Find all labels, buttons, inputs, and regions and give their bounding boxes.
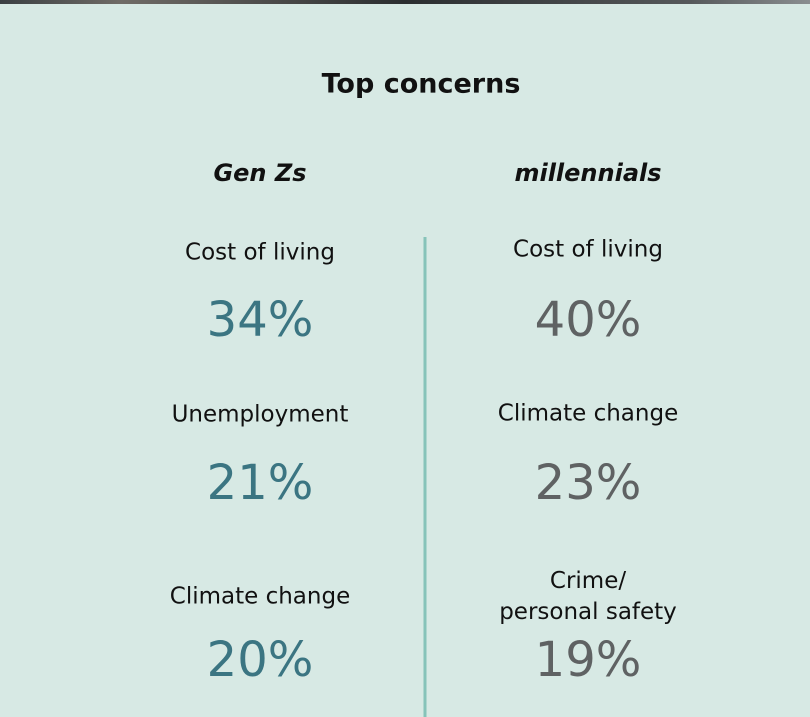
concern-value: 20% xyxy=(207,632,314,688)
concern-label: Climate change xyxy=(498,401,678,427)
column-heading: Gen Zs xyxy=(213,159,306,187)
concern-label: Unemployment xyxy=(172,402,349,428)
concern-value: 19% xyxy=(535,632,642,688)
title: Top concerns xyxy=(322,69,521,100)
photo-edge xyxy=(0,0,810,4)
concern-label: Crime/ xyxy=(550,568,626,594)
concern-value: 34% xyxy=(207,292,314,348)
concern-label: Cost of living xyxy=(513,237,663,263)
concern-label: personal safety xyxy=(499,599,677,625)
concern-value: 40% xyxy=(535,292,642,348)
concern-value: 23% xyxy=(535,455,642,511)
concern-label: Climate change xyxy=(170,584,350,610)
concern-value: 21% xyxy=(207,455,314,511)
concern-label: Cost of living xyxy=(185,240,335,266)
column-heading: millennials xyxy=(514,159,661,187)
